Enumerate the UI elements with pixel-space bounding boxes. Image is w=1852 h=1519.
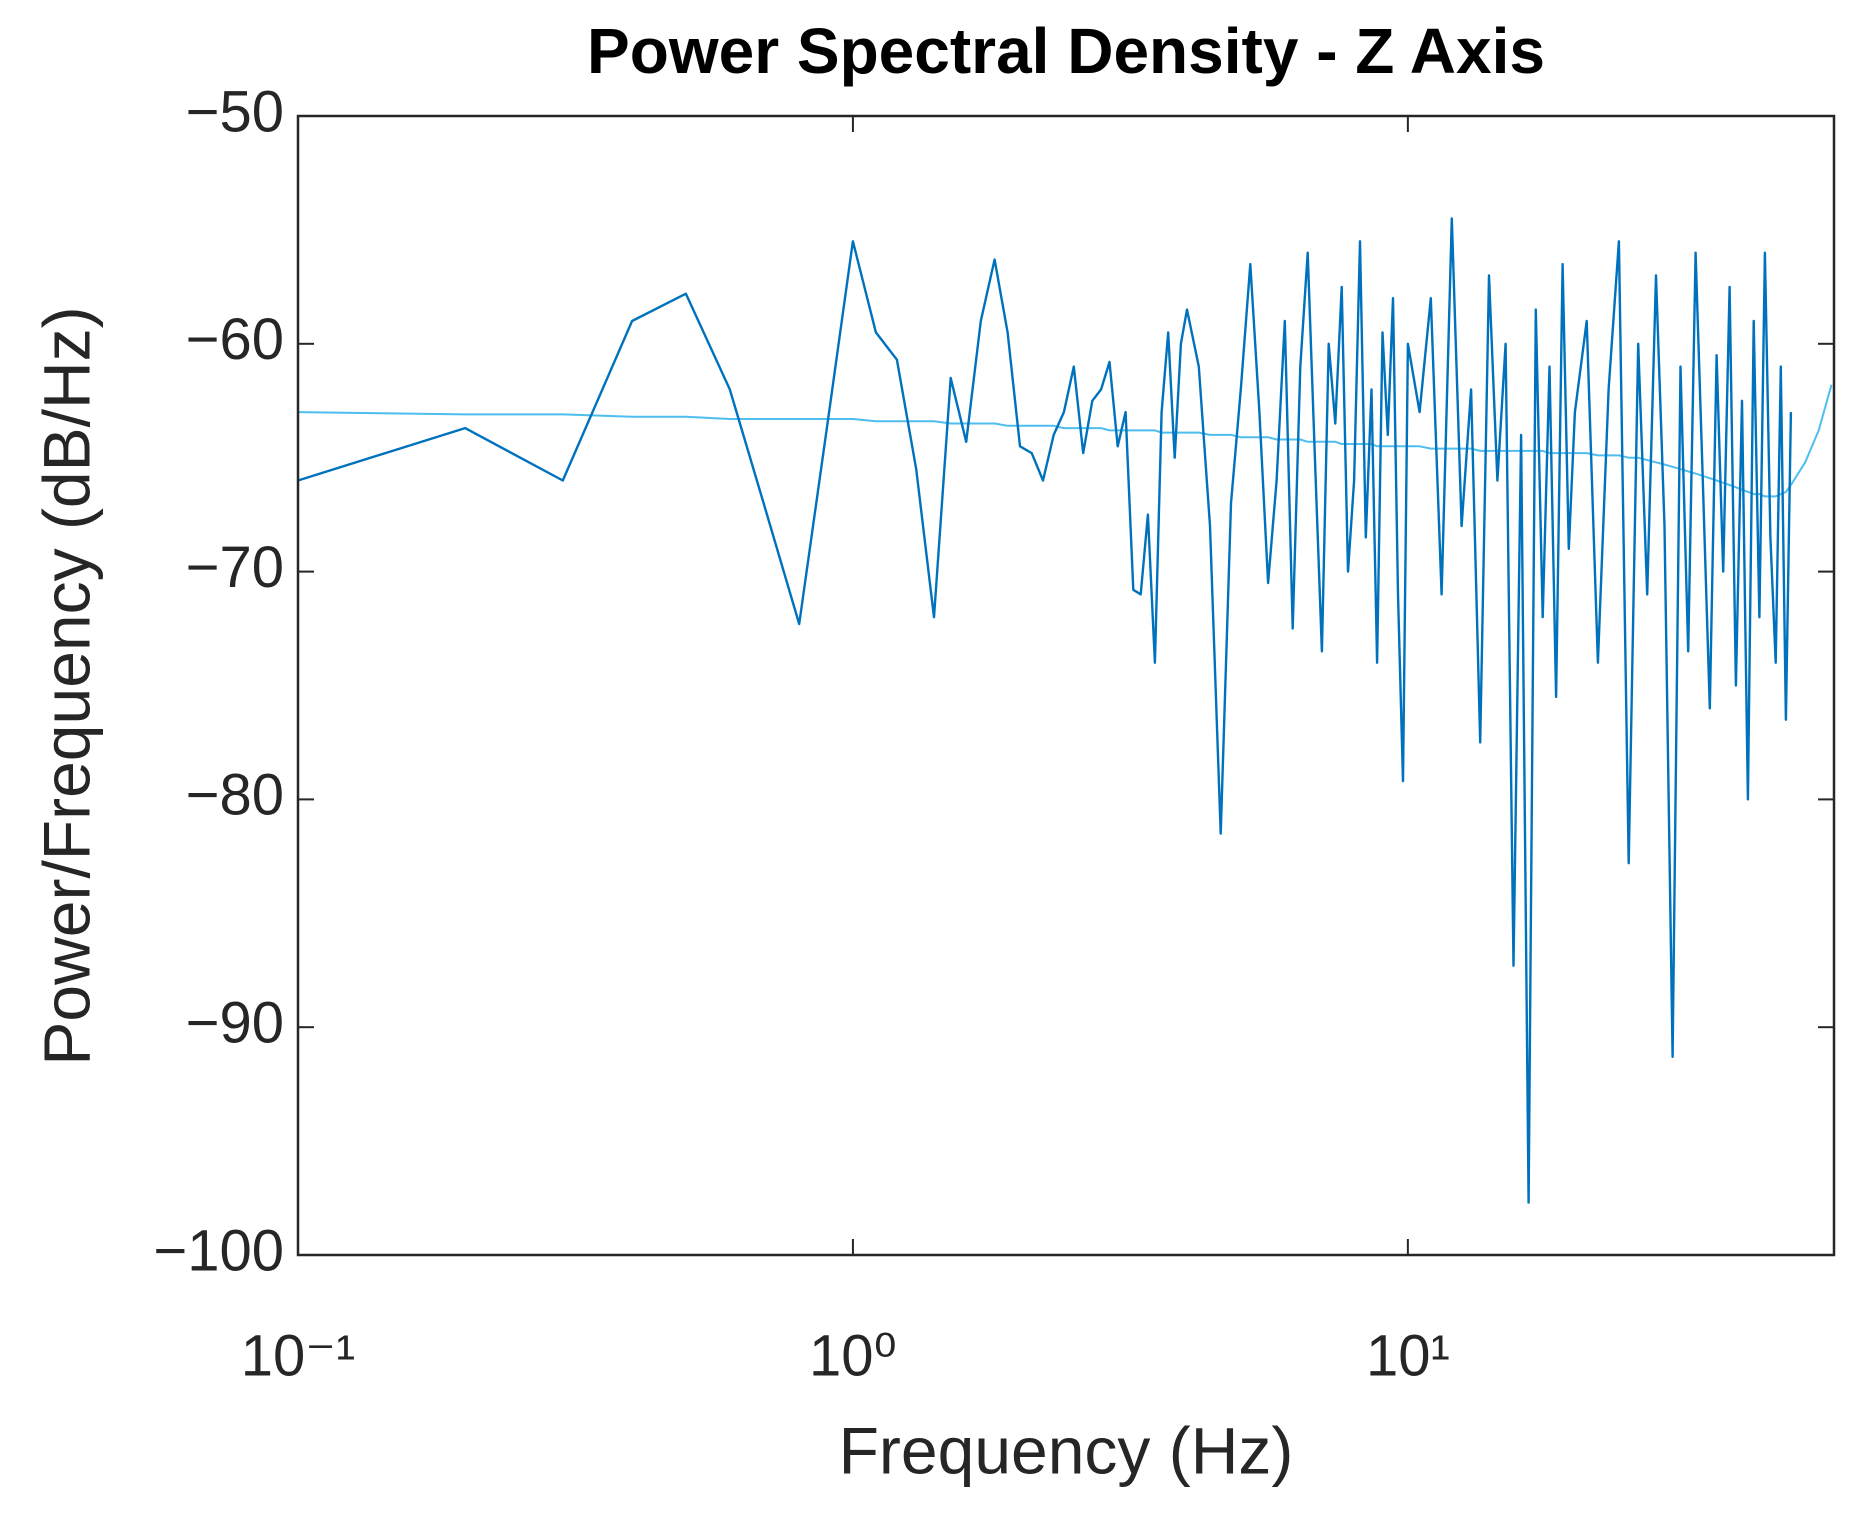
x-tick-label: 10¹ [1366,1323,1450,1388]
y-tick-label: −100 [153,1218,284,1283]
x-axis-label: Frequency (Hz) [839,1413,1294,1487]
y-tick-label: −60 [186,307,284,372]
y-tick-label: −70 [186,535,284,600]
axes-box [296,114,1836,1257]
x-tick-label: 10⁻¹ [241,1323,355,1388]
x-tick-label: 10⁰ [809,1323,897,1388]
y-tick-label: −90 [186,991,284,1056]
y-axis-label: Power/Frequency (dB/Hz) [29,306,103,1065]
chart-title: Power Spectral Density - Z Axis [587,15,1545,87]
plot-area: −100 −90 −80 −70 −60 −50 10⁻¹ 10⁰ 10¹ [153,79,1836,1388]
y-tick-label: −50 [186,79,284,144]
y-tick-label: −80 [186,763,284,828]
data-line [298,217,1793,1204]
